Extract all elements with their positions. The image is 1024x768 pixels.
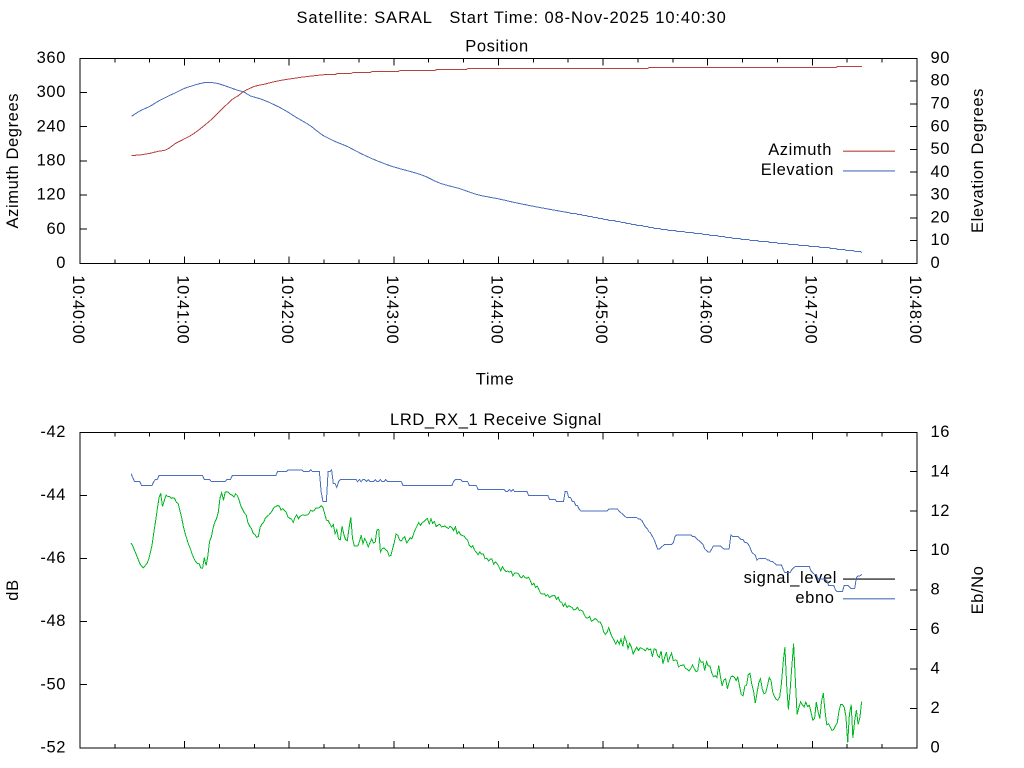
svg-text:10: 10	[931, 541, 951, 559]
svg-text:dB: dB	[4, 579, 22, 600]
svg-text:10:40:00: 10:40:00	[69, 275, 87, 344]
svg-text:0: 0	[56, 254, 66, 272]
svg-text:240: 240	[37, 117, 66, 135]
svg-text:2: 2	[931, 699, 941, 717]
svg-text:10:47:00: 10:47:00	[801, 275, 819, 344]
svg-text:0: 0	[931, 254, 941, 272]
svg-text:10:41:00: 10:41:00	[174, 275, 192, 344]
svg-text:Time: Time	[476, 370, 514, 388]
svg-text:180: 180	[37, 151, 66, 169]
svg-text:Azimuth Degrees: Azimuth Degrees	[4, 93, 22, 229]
svg-text:-46: -46	[40, 549, 66, 567]
svg-text:Eb/No: Eb/No	[969, 566, 987, 615]
svg-text:Azimuth: Azimuth	[768, 141, 832, 159]
svg-text:20: 20	[931, 208, 951, 226]
svg-text:4: 4	[931, 660, 941, 678]
svg-text:360: 360	[37, 49, 66, 67]
svg-text:8: 8	[931, 581, 941, 599]
svg-text:300: 300	[37, 83, 66, 101]
svg-text:10:48:00: 10:48:00	[906, 275, 924, 344]
svg-text:Elevation Degrees: Elevation Degrees	[969, 88, 987, 233]
svg-text:50: 50	[931, 140, 951, 158]
svg-text:30: 30	[931, 186, 951, 204]
svg-text:-48: -48	[40, 612, 66, 630]
svg-text:6: 6	[931, 620, 941, 638]
svg-text:-44: -44	[40, 486, 66, 504]
svg-text:10:46:00: 10:46:00	[697, 275, 715, 344]
svg-text:Elevation: Elevation	[761, 161, 834, 179]
svg-text:10:43:00: 10:43:00	[383, 275, 401, 344]
svg-text:ebno: ebno	[795, 589, 834, 607]
svg-text:16: 16	[931, 423, 951, 441]
svg-text:70: 70	[931, 95, 951, 113]
svg-text:40: 40	[931, 163, 951, 181]
svg-text:90: 90	[931, 49, 951, 67]
svg-text:0: 0	[931, 738, 941, 756]
svg-text:12: 12	[931, 502, 951, 520]
svg-text:10:42:00: 10:42:00	[278, 275, 296, 344]
svg-text:60: 60	[931, 117, 951, 135]
svg-text:-52: -52	[40, 738, 66, 756]
svg-text:80: 80	[931, 72, 951, 90]
svg-text:10:45:00: 10:45:00	[592, 275, 610, 344]
svg-text:60: 60	[46, 220, 66, 238]
svg-text:10:44:00: 10:44:00	[487, 275, 505, 344]
svg-text:Position: Position	[465, 38, 529, 56]
svg-text:LRD_RX_1 Receive Signal: LRD_RX_1 Receive Signal	[390, 411, 602, 429]
svg-text:Satellite: SARAL Start Time:: Satellite: SARAL Start Time: 08-Nov-2025…	[297, 9, 727, 27]
svg-text:10: 10	[931, 231, 951, 249]
svg-text:-42: -42	[40, 423, 66, 441]
svg-text:120: 120	[37, 186, 66, 204]
svg-text:-50: -50	[40, 675, 66, 693]
svg-text:14: 14	[931, 462, 951, 480]
